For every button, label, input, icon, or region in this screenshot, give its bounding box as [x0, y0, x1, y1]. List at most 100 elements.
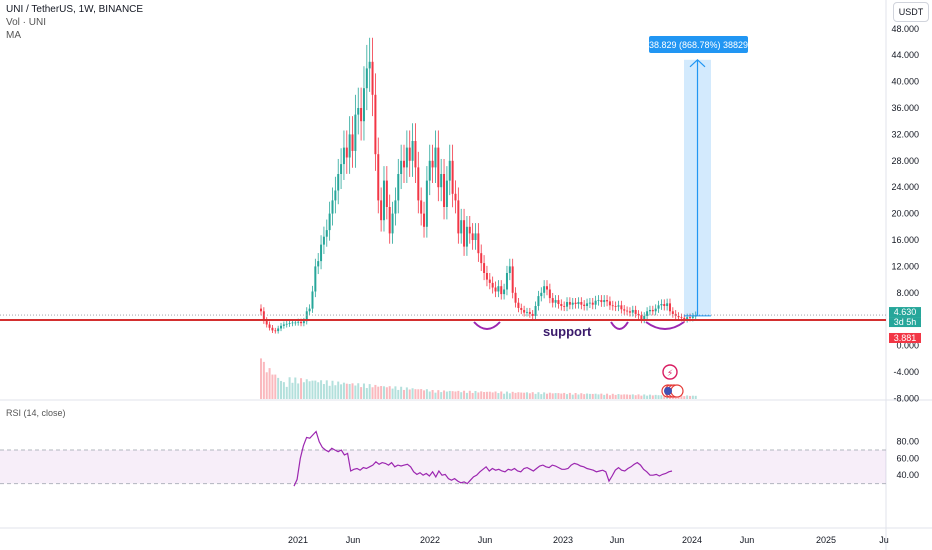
volume-bar	[660, 395, 663, 399]
rsi-legend: RSI (14, close)	[6, 408, 66, 418]
candle-body	[385, 180, 388, 207]
candle-body	[342, 147, 345, 165]
price-tick-label: 44.000	[891, 50, 919, 60]
candle-body	[391, 213, 394, 234]
candle-body	[457, 200, 460, 234]
candle-body	[566, 302, 569, 307]
currency-unit-button[interactable]: USDT	[893, 2, 929, 22]
candle-body	[591, 302, 594, 305]
volume-bar	[448, 390, 451, 399]
volume-bar	[626, 394, 629, 399]
candle-body	[425, 180, 428, 227]
volume-bar	[503, 393, 506, 399]
candle-body	[628, 311, 631, 313]
candle-body	[485, 273, 488, 280]
volume-bar	[683, 396, 686, 399]
volume-bar	[563, 392, 566, 399]
price-tick-label: 28.000	[891, 156, 919, 166]
volume-bar	[540, 394, 543, 399]
candle-body	[580, 302, 583, 305]
candle-body	[260, 308, 262, 312]
candle-body	[320, 244, 323, 262]
volume-bar	[643, 394, 646, 399]
candle-body	[534, 306, 537, 316]
candle-body	[277, 328, 280, 332]
price-tick-label: 0.000	[896, 341, 919, 351]
candle-body	[537, 296, 540, 306]
candle-body	[480, 253, 483, 264]
volume-bar	[351, 383, 354, 399]
volume-bar	[348, 384, 351, 399]
volume-bar	[483, 392, 486, 399]
candle-body	[646, 311, 649, 316]
candle-body	[345, 147, 348, 158]
volume-bar	[606, 393, 609, 399]
support-price-value: 3.881	[894, 333, 917, 343]
candle-body	[417, 167, 420, 201]
volume-bar	[357, 383, 360, 399]
volume-bar	[345, 383, 348, 399]
volume-bar	[520, 392, 523, 399]
candle-body	[660, 304, 663, 306]
volume-bar	[423, 390, 426, 399]
candle-body	[382, 180, 385, 221]
candle-body	[588, 302, 591, 304]
volume-bar	[320, 380, 323, 399]
volume-bar	[591, 393, 594, 399]
volume-bar	[614, 394, 617, 399]
volume-bar	[360, 387, 363, 399]
volume-bar	[285, 386, 288, 399]
volume-bar	[485, 391, 488, 399]
volume-bar	[314, 380, 317, 399]
candle-body	[531, 313, 534, 316]
volume-bar	[362, 383, 365, 399]
candles-group	[260, 37, 697, 334]
candle-body	[465, 226, 468, 247]
lightning-icon-glyph: ⚡	[667, 368, 673, 378]
ma-legend[interactable]: MA	[6, 30, 21, 41]
candle-body	[640, 315, 643, 320]
time-axis-label: Jun	[740, 535, 755, 545]
candle-body	[548, 289, 551, 299]
price-tick-label: -8.000	[893, 393, 919, 403]
candle-body	[428, 160, 431, 181]
candle-body	[666, 303, 669, 306]
volume-bar	[425, 389, 428, 399]
volume-bar	[265, 372, 268, 399]
candle-body	[285, 323, 288, 325]
candle-body	[600, 300, 603, 303]
candle-body	[497, 286, 500, 292]
rsi-line	[293, 430, 673, 487]
time-axis-label: Jun	[610, 535, 625, 545]
candle-body	[360, 108, 363, 122]
candle-body	[302, 321, 305, 324]
volume-bar	[382, 386, 385, 399]
volume-bar	[311, 380, 314, 399]
volume-bar	[445, 391, 448, 399]
volume-group	[260, 358, 697, 399]
candle-body	[400, 160, 403, 174]
candle-body	[608, 301, 611, 306]
candle-body	[686, 317, 689, 320]
candle-body	[671, 311, 674, 314]
measure-label-box	[649, 36, 748, 53]
volume-legend[interactable]: Vol · UNI	[6, 17, 47, 28]
countdown-tag	[889, 317, 921, 328]
volume-bar	[648, 394, 651, 399]
economic-event-icon	[670, 384, 684, 398]
candle-body	[280, 325, 283, 329]
candle-body	[631, 309, 634, 313]
symbol-legend[interactable]: UNI / TetherUS, 1W, BINANCE	[6, 4, 144, 15]
volume-bar	[634, 395, 637, 399]
volume-bar	[637, 394, 640, 399]
candle-body	[651, 309, 654, 312]
volume-bar	[580, 393, 583, 399]
current-price-tag	[889, 307, 921, 318]
volume-bar	[282, 382, 285, 399]
candle-body	[403, 160, 405, 168]
candle-body	[668, 303, 671, 312]
volume-bar	[528, 393, 531, 399]
volume-bar	[597, 394, 600, 399]
candle-body	[494, 287, 497, 292]
